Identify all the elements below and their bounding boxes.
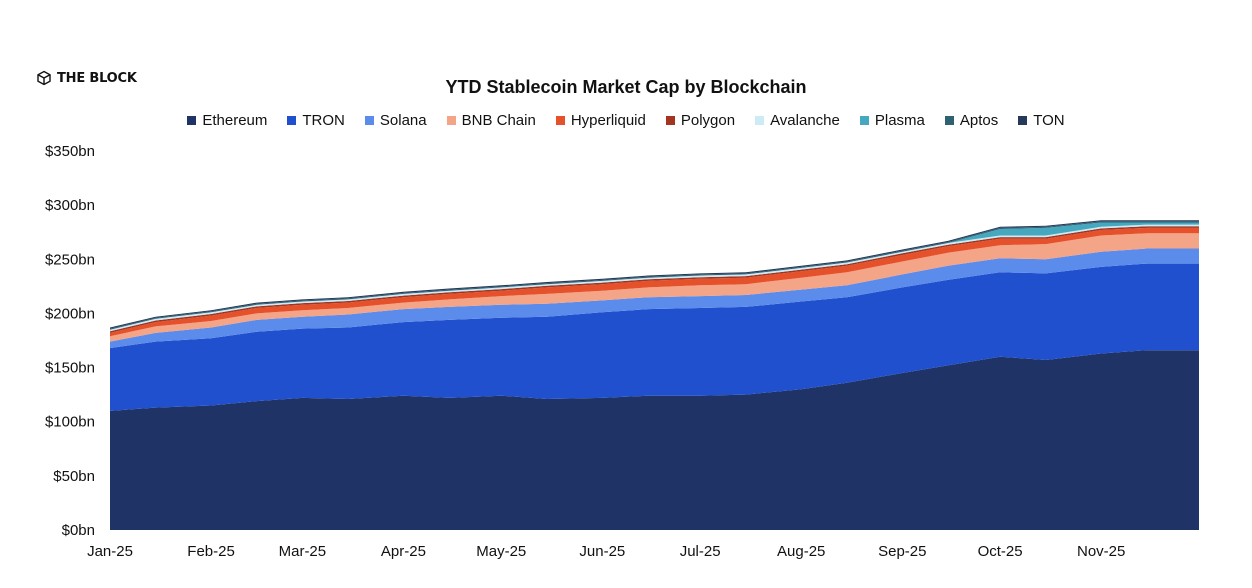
x-axis: Jan-25 Feb-25 Mar-25 Apr-25 May-25 Jun-25 Jul-… [87, 543, 1125, 560]
area-layers [110, 220, 1199, 530]
legend-swatch [187, 116, 197, 125]
legend-label: Aptos [959, 112, 999, 129]
y-tick-label: $200bn [45, 305, 95, 322]
x-tick-label: May-25 [476, 543, 526, 560]
legend-swatch [859, 116, 869, 125]
legend-label: TON [1033, 112, 1065, 129]
area-polygon [110, 226, 1199, 333]
x-tick-label: Mar-25 [279, 543, 327, 560]
y-tick-label: $150bn [45, 360, 95, 377]
area-hyperliquid [110, 227, 1199, 337]
legend-swatch [755, 116, 765, 125]
x-tick-label: Jul-25 [680, 543, 721, 560]
x-tick-label: Sep-25 [878, 543, 926, 560]
legend-item-avalanche: Avalanche [755, 112, 840, 129]
y-tick-label: $250bn [45, 251, 95, 268]
legend-label: Hyperliquid [570, 112, 646, 129]
x-tick-label: Apr-25 [381, 543, 426, 560]
legend-swatch [665, 116, 675, 125]
legend-label: TRON [302, 112, 345, 129]
y-tick-label: $300bn [45, 197, 95, 214]
legend-label: BNB Chain [461, 112, 536, 129]
legend-label: Solana [379, 112, 427, 129]
legend-item-ton: TON [1018, 112, 1065, 129]
legend-item-bnb-chain: BNB Chain [446, 112, 536, 129]
area-avalanche [110, 224, 1199, 332]
y-tick-label: $100bn [45, 414, 95, 431]
x-tick-label: Aug-25 [777, 543, 825, 560]
y-tick-label: $50bn [53, 468, 95, 485]
area-ethereum [110, 350, 1199, 530]
legend-label: Ethereum [202, 112, 268, 129]
legend-label: Plasma [874, 112, 925, 129]
x-tick-label: Oct-25 [978, 543, 1023, 560]
chart-title: YTD Stablecoin Market Cap by Blockchain [445, 77, 807, 97]
x-tick-label: Feb-25 [187, 543, 235, 560]
chart-legend: Ethereum TRON Solana BNB Chain Hyperliquid Po… [0, 112, 1252, 129]
legend-item-ethereum: Ethereum [187, 112, 267, 129]
legend-item-aptos: Aptos [944, 112, 999, 129]
y-tick-label: $0bn [62, 522, 95, 539]
legend-label: Polygon [680, 112, 736, 129]
legend-swatch [446, 116, 456, 125]
legend-item-hyperliquid: Hyperliquid [555, 112, 646, 129]
x-tick-label: Jan-25 [87, 543, 133, 560]
area-tron [110, 263, 1199, 411]
y-tick-label: $350bn [45, 143, 95, 160]
x-tick-label: Nov-25 [1077, 543, 1125, 560]
legend-item-polygon: Polygon [665, 112, 736, 129]
area-solana [110, 248, 1199, 349]
area-bnb-chain [110, 233, 1199, 342]
legend-swatch [364, 116, 374, 125]
x-tick-label: Jun-25 [579, 543, 625, 560]
brand-logo: THE BLOCK [36, 70, 137, 86]
legend-item-plasma: Plasma [859, 112, 925, 129]
legend-swatch [944, 116, 954, 125]
the-block-cube-icon [37, 70, 51, 86]
brand-name: THE BLOCK [57, 70, 137, 86]
legend-swatch [555, 116, 565, 125]
y-axis: $0bn $50bn $100bn $150bn $200bn $250bn $300bn $… [45, 143, 95, 539]
legend-swatch [1018, 116, 1028, 125]
legend-item-solana: Solana [364, 112, 427, 129]
legend-label: Avalanche [770, 112, 840, 129]
legend-item-tron: TRON [287, 112, 345, 129]
legend-swatch [287, 116, 297, 125]
